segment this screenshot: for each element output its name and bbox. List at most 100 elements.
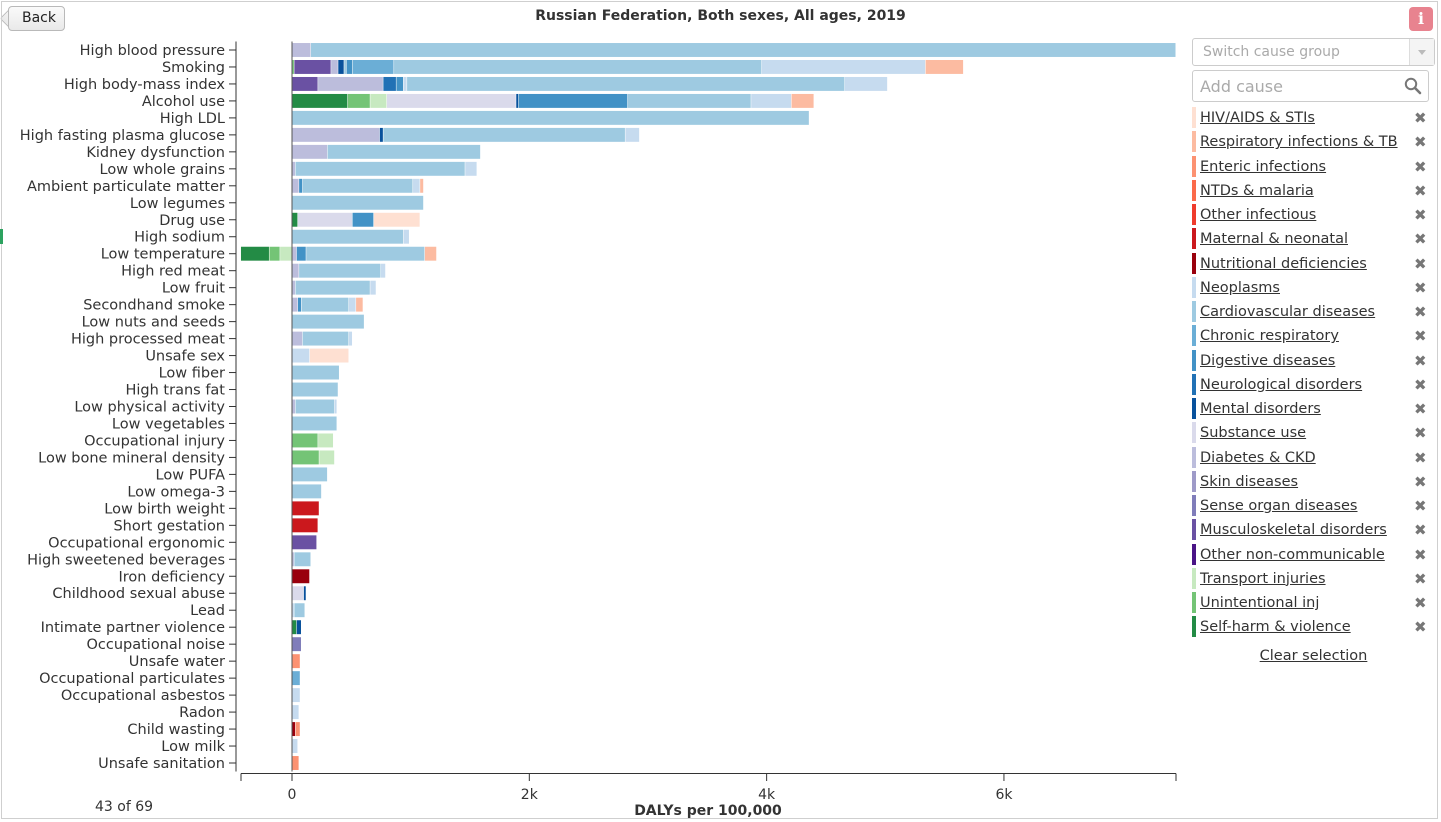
cause-link[interactable]: Digestive diseases <box>1200 352 1336 369</box>
cause-item[interactable]: Mental disorders ✖ <box>1192 397 1437 421</box>
bar-segment <box>465 161 477 176</box>
cause-item[interactable]: Digestive diseases ✖ <box>1192 349 1437 373</box>
bar-segment <box>292 60 294 74</box>
add-cause-input[interactable] <box>1192 70 1429 102</box>
cause-item[interactable]: Self-harm & violence ✖ <box>1192 615 1437 639</box>
cause-swatch <box>1192 131 1196 153</box>
info-icon[interactable]: i <box>1409 7 1433 31</box>
remove-cause-icon[interactable]: ✖ <box>1414 594 1427 612</box>
cause-item[interactable]: Chronic respiratory ✖ <box>1192 324 1437 348</box>
remove-cause-icon[interactable]: ✖ <box>1414 278 1427 297</box>
remove-cause-icon[interactable]: ✖ <box>1414 254 1427 273</box>
cause-item[interactable]: Maternal & neonatal ✖ <box>1192 227 1437 251</box>
cause-item[interactable]: Skin diseases ✖ <box>1192 470 1437 494</box>
x-tick-label: 6k <box>995 787 1013 803</box>
cause-link[interactable]: Other non-communicable <box>1200 546 1385 563</box>
clear-selection-link[interactable]: Clear selection <box>1259 648 1368 664</box>
remove-cause-icon[interactable]: ✖ <box>1414 497 1427 515</box>
cause-link[interactable]: Unintentional inj <box>1200 595 1320 611</box>
cause-link[interactable]: Respiratory infections & TB <box>1200 134 1398 151</box>
cause-item[interactable]: Unintentional inj ✖ <box>1192 591 1437 615</box>
cause-swatch <box>1192 446 1196 468</box>
cause-link[interactable]: Neoplasms <box>1200 279 1280 296</box>
bar-segment <box>761 60 926 74</box>
bar-segment <box>334 399 337 414</box>
y-tick-label: Smoking <box>162 60 225 76</box>
cause-link[interactable]: NTDs & malaria <box>1200 182 1314 199</box>
cause-link[interactable]: Skin diseases <box>1200 473 1299 490</box>
cause-link[interactable]: Chronic respiratory <box>1200 328 1339 345</box>
remove-cause-icon[interactable]: ✖ <box>1414 448 1427 467</box>
bar-segment <box>296 620 301 635</box>
cause-link[interactable]: Cardiovascular diseases <box>1200 304 1376 320</box>
cause-item[interactable]: Neurological disorders ✖ <box>1192 373 1437 397</box>
bar-segment <box>292 739 298 753</box>
remove-cause-icon[interactable]: ✖ <box>1414 618 1427 637</box>
cause-item[interactable]: Transport injuries ✖ <box>1192 567 1437 591</box>
cause-item[interactable]: Diabetes & CKD ✖ <box>1192 446 1437 470</box>
remove-cause-icon[interactable]: ✖ <box>1414 327 1427 346</box>
bar-segment <box>292 382 338 397</box>
cause-item[interactable]: Respiratory infections & TB ✖ <box>1192 130 1437 154</box>
cause-item[interactable]: Other non-communicable ✖ <box>1192 543 1437 567</box>
chevron-down-icon[interactable] <box>1409 39 1434 65</box>
remove-cause-icon[interactable]: ✖ <box>1414 545 1427 564</box>
back-button[interactable]: Back <box>8 6 65 31</box>
cause-link[interactable]: Self-harm & violence <box>1200 619 1351 636</box>
cause-item[interactable]: NTDs & malaria ✖ <box>1192 179 1437 203</box>
cause-item[interactable]: Musculoskeletal disorders ✖ <box>1192 518 1437 542</box>
remove-cause-icon[interactable]: ✖ <box>1414 133 1427 152</box>
cause-link[interactable]: Neurological disorders <box>1200 376 1363 393</box>
remove-cause-icon[interactable]: ✖ <box>1414 157 1427 176</box>
cause-link[interactable]: Substance use <box>1200 425 1307 442</box>
cause-link[interactable]: Diabetes & CKD <box>1200 449 1316 466</box>
bar-segment <box>352 60 394 74</box>
remove-cause-icon[interactable]: ✖ <box>1414 230 1427 249</box>
cause-link[interactable]: Enteric infections <box>1200 158 1327 175</box>
cause-link[interactable]: Other infectious <box>1200 207 1317 223</box>
switch-cause-group-select[interactable]: Switch cause group <box>1192 38 1435 66</box>
bar-segment <box>348 297 356 312</box>
cause-link[interactable]: Sense organ diseases <box>1200 498 1358 514</box>
bar-segment <box>403 76 407 91</box>
cause-link[interactable]: Maternal & neonatal <box>1200 231 1348 248</box>
y-tick-label: Low whole grains <box>100 162 225 178</box>
remove-cause-icon[interactable]: ✖ <box>1414 351 1427 370</box>
search-icon[interactable] <box>1404 77 1422 95</box>
bar-segment <box>292 637 301 652</box>
cause-swatch <box>1192 349 1196 371</box>
remove-cause-icon[interactable]: ✖ <box>1414 109 1427 127</box>
bar-segment <box>625 127 640 142</box>
bar-segment <box>751 93 792 108</box>
cause-item[interactable]: Substance use ✖ <box>1192 421 1437 445</box>
cause-item[interactable]: Cardiovascular diseases ✖ <box>1192 300 1437 324</box>
cause-link[interactable]: Mental disorders <box>1200 401 1321 417</box>
bar-segment <box>302 178 413 193</box>
bar-segment <box>309 348 349 363</box>
remove-cause-icon[interactable]: ✖ <box>1414 521 1427 540</box>
remove-cause-icon[interactable]: ✖ <box>1414 206 1427 224</box>
remove-cause-icon[interactable]: ✖ <box>1414 472 1427 491</box>
cause-link[interactable]: Musculoskeletal disorders <box>1200 522 1387 539</box>
cause-item[interactable]: Sense organ diseases ✖ <box>1192 494 1437 518</box>
remove-cause-icon[interactable]: ✖ <box>1414 303 1427 321</box>
bar-segment <box>338 60 344 74</box>
remove-cause-icon[interactable]: ✖ <box>1414 569 1427 588</box>
cause-item[interactable]: Nutritional deficiencies ✖ <box>1192 252 1437 276</box>
cause-item[interactable]: Enteric infections ✖ <box>1192 155 1437 179</box>
remove-cause-icon[interactable]: ✖ <box>1414 181 1427 200</box>
y-tick-label: Low physical activity <box>74 400 225 416</box>
bar-segment <box>306 246 425 261</box>
cause-item[interactable]: Neoplasms ✖ <box>1192 276 1437 300</box>
cause-item[interactable]: Other infectious ✖ <box>1192 203 1437 227</box>
y-tick-label: High sodium <box>134 230 225 246</box>
cause-link[interactable]: Transport injuries <box>1200 570 1326 587</box>
cause-item[interactable]: HIV/AIDS & STIs ✖ <box>1192 106 1437 130</box>
remove-cause-icon[interactable]: ✖ <box>1414 424 1427 443</box>
bar-segment <box>292 297 298 312</box>
cause-link[interactable]: Nutritional deficiencies <box>1200 255 1367 272</box>
remove-cause-icon[interactable]: ✖ <box>1414 375 1427 394</box>
remove-cause-icon[interactable]: ✖ <box>1414 400 1427 418</box>
bar-segment <box>344 60 347 74</box>
cause-link[interactable]: HIV/AIDS & STIs <box>1200 110 1315 126</box>
